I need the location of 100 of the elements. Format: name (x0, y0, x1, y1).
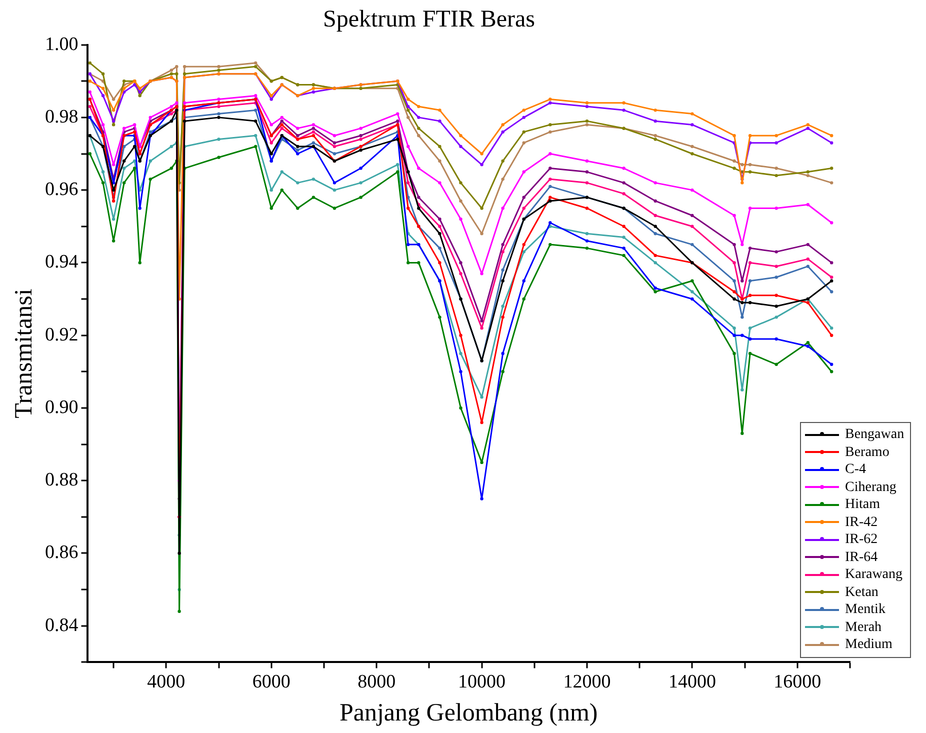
point (548, 196, 552, 199)
point (280, 170, 284, 174)
point (585, 159, 589, 163)
point (732, 134, 736, 138)
point (406, 181, 410, 184)
point (296, 152, 300, 156)
point (396, 138, 400, 141)
point (732, 334, 736, 337)
point (122, 159, 126, 163)
point (501, 123, 504, 126)
point (182, 101, 186, 105)
point (101, 86, 105, 90)
point (480, 395, 484, 399)
point (774, 206, 778, 210)
point (438, 218, 442, 221)
point (830, 134, 834, 138)
point (112, 123, 116, 126)
point (654, 214, 657, 218)
point (132, 83, 136, 86)
point (830, 166, 834, 170)
legend-label: Medium (845, 636, 892, 654)
x-tick-label: 6000 (252, 672, 290, 693)
point (522, 130, 526, 134)
point (806, 264, 810, 268)
point (806, 203, 810, 206)
point (122, 166, 126, 170)
point (170, 166, 174, 170)
point (622, 166, 626, 170)
point (830, 279, 834, 282)
point (296, 206, 300, 210)
point (170, 104, 174, 108)
point (548, 221, 552, 224)
y-tick-label: 0.86 (45, 542, 78, 564)
point (182, 64, 186, 68)
point (459, 406, 462, 410)
point (359, 196, 362, 199)
point (170, 68, 174, 72)
legend-label: Karawang (845, 566, 903, 584)
point (732, 242, 736, 246)
point (459, 334, 462, 337)
point (270, 188, 273, 192)
point (417, 104, 420, 108)
point (312, 196, 316, 199)
point (748, 294, 752, 297)
point (654, 224, 657, 228)
point (459, 134, 462, 138)
point (280, 119, 284, 123)
point (548, 242, 552, 246)
point (170, 72, 174, 76)
point (480, 163, 484, 166)
point (522, 242, 526, 246)
point (88, 152, 92, 156)
point (254, 144, 258, 148)
point (332, 134, 336, 138)
point (654, 232, 657, 236)
point (548, 166, 552, 170)
point (280, 188, 284, 192)
point (122, 80, 126, 83)
point (112, 188, 116, 192)
point (732, 297, 736, 301)
point (740, 316, 744, 319)
point (138, 261, 142, 264)
point (396, 163, 400, 166)
point (585, 170, 589, 174)
point (138, 206, 142, 210)
point (690, 188, 694, 192)
point (270, 152, 273, 156)
point (501, 268, 504, 272)
point (138, 94, 142, 98)
point (88, 80, 92, 83)
y-tick-label: 0.92 (45, 324, 78, 346)
point (406, 261, 410, 264)
point (332, 181, 336, 184)
point (254, 64, 258, 68)
point (548, 123, 552, 126)
point (585, 101, 589, 105)
point (459, 272, 462, 276)
point (585, 123, 589, 126)
point (459, 199, 462, 203)
point (459, 144, 462, 148)
point (774, 264, 778, 268)
point (774, 134, 778, 138)
point (774, 276, 778, 279)
point (417, 134, 420, 138)
point (101, 72, 105, 76)
point (112, 199, 116, 203)
point (732, 279, 736, 282)
y-tick-label: 1.00 (45, 34, 78, 55)
point (112, 108, 116, 112)
point (312, 178, 316, 181)
point (774, 337, 778, 341)
point (654, 254, 657, 258)
point (112, 98, 116, 101)
point (480, 319, 484, 322)
point (312, 130, 316, 134)
legend-label: Hitam (845, 496, 880, 514)
point (480, 152, 484, 156)
point (748, 163, 752, 166)
legend-label: Merah (845, 618, 882, 636)
point (406, 144, 410, 148)
